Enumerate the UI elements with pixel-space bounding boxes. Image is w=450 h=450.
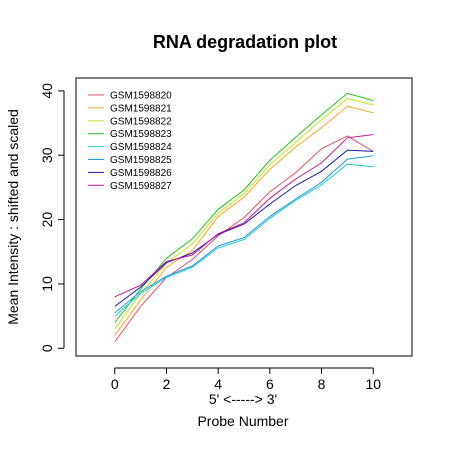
- series-line-GSM1598821: [114, 105, 374, 336]
- series-layer: [114, 92, 374, 343]
- x-tick-label: 10: [365, 376, 381, 392]
- series-line-GSM1598826: [114, 149, 374, 307]
- chart-title: RNA degradation plot: [153, 32, 337, 52]
- x-tick-label: 2: [163, 376, 171, 392]
- y-axis-label: Mean Intensity : shifted and scaled: [5, 109, 21, 325]
- series-line-GSM1598824: [114, 163, 374, 317]
- legend-label: GSM1598820: [110, 91, 172, 102]
- y-tick-label: 30: [39, 147, 55, 163]
- x-tick-label: 8: [318, 376, 326, 392]
- series-line-GSM1598822: [114, 98, 374, 330]
- x-axis-label-direction: 5' <-----> 3': [209, 391, 277, 407]
- x-axis-label: Probe Number: [197, 413, 288, 429]
- series-line-GSM1598827: [114, 134, 374, 298]
- plot-box: [75, 77, 413, 357]
- series-line-GSM1598823: [114, 92, 374, 323]
- legend-label: GSM1598824: [110, 142, 172, 153]
- x-tick-label: 6: [266, 376, 274, 392]
- y-tick-label: 0: [39, 344, 55, 352]
- x-tick-label: 4: [214, 376, 222, 392]
- series-line-GSM1598825: [114, 155, 374, 314]
- y-axis: 0 10 20 30 40: [39, 83, 65, 352]
- legend-label: GSM1598827: [110, 181, 172, 192]
- legend-label: GSM1598826: [110, 168, 172, 179]
- legend-label: GSM1598823: [110, 129, 172, 140]
- legend-label: GSM1598825: [110, 155, 172, 166]
- x-tick-label: 0: [111, 376, 119, 392]
- y-tick-label: 20: [39, 212, 55, 228]
- y-tick-label: 40: [39, 83, 55, 99]
- y-tick-label: 10: [39, 276, 55, 292]
- legend-label: GSM1598821: [110, 103, 172, 114]
- x-axis: 0 2 4 6 8 10: [111, 367, 381, 392]
- series-line-GSM1598820: [114, 135, 374, 343]
- legend-label: GSM1598822: [110, 116, 172, 127]
